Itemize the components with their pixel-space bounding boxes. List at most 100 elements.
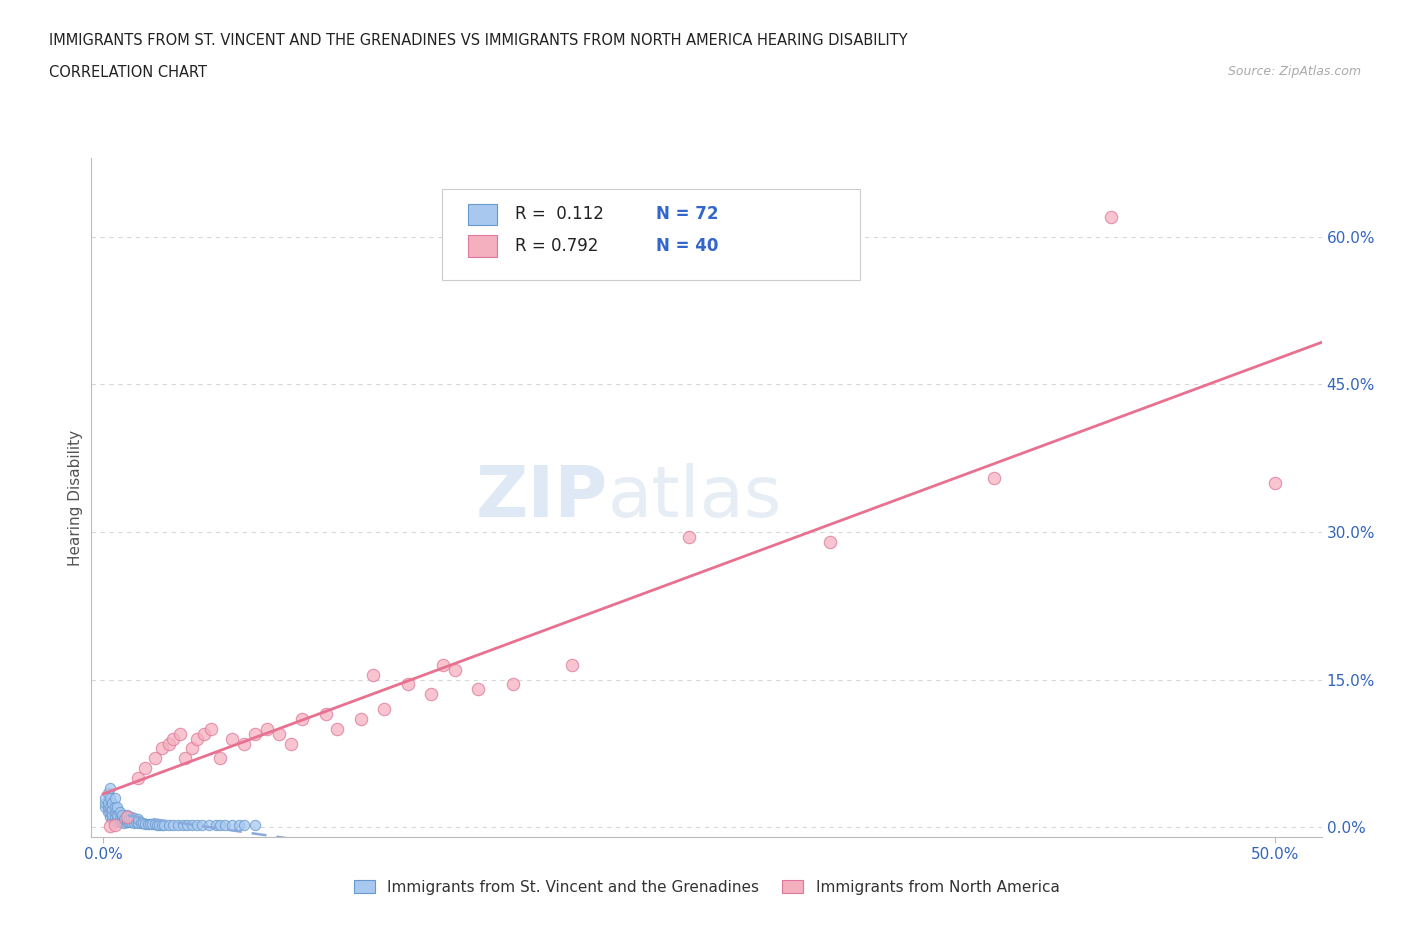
Point: [136, 817, 159, 831]
Text: IMMIGRANTS FROM ST. VINCENT AND THE GRENADINES VS IMMIGRANTS FROM NORTH AMERICA : IMMIGRANTS FROM ST. VINCENT AND THE GREN…: [49, 33, 908, 47]
Point: [174, 751, 197, 765]
Point: [98, 780, 121, 795]
Point: [157, 736, 180, 751]
Point: [134, 761, 156, 776]
Point: [280, 736, 302, 751]
Point: [101, 802, 124, 817]
Point: [104, 814, 127, 829]
Point: [193, 726, 215, 741]
Point: [104, 800, 127, 815]
FancyBboxPatch shape: [468, 235, 498, 258]
Point: [104, 790, 127, 805]
Point: [98, 805, 121, 820]
Point: [181, 817, 204, 832]
Point: [150, 741, 173, 756]
Point: [197, 817, 219, 832]
Point: [112, 812, 135, 827]
Point: [228, 817, 250, 832]
Point: [98, 800, 121, 815]
Point: [97, 805, 120, 820]
Point: [143, 817, 166, 831]
Point: [101, 812, 124, 827]
Point: [1099, 209, 1122, 224]
Point: [94, 790, 117, 805]
Text: R = 0.792: R = 0.792: [515, 237, 598, 256]
Point: [139, 817, 162, 831]
Point: [105, 808, 128, 823]
Point: [267, 726, 290, 741]
Point: [209, 817, 232, 832]
Point: [443, 662, 465, 677]
Point: [818, 535, 841, 550]
Point: [983, 471, 1005, 485]
Point: [221, 731, 243, 746]
Point: [350, 711, 373, 726]
Point: [420, 687, 443, 702]
Point: [129, 816, 152, 830]
Text: Source: ZipAtlas.com: Source: ZipAtlas.com: [1227, 65, 1361, 78]
Point: [97, 800, 120, 815]
Point: [396, 677, 419, 692]
Point: [209, 751, 232, 765]
Point: [105, 800, 128, 815]
Point: [104, 810, 127, 825]
Point: [200, 722, 222, 737]
Point: [176, 817, 198, 832]
Point: [561, 658, 583, 672]
Text: atlas: atlas: [607, 463, 783, 532]
Point: [111, 812, 134, 827]
Point: [118, 811, 141, 826]
Point: [122, 811, 145, 826]
Point: [115, 808, 138, 823]
Point: [125, 815, 148, 830]
Point: [98, 810, 121, 825]
FancyBboxPatch shape: [468, 204, 498, 225]
Text: CORRELATION CHART: CORRELATION CHART: [49, 65, 207, 80]
Point: [108, 812, 131, 827]
Point: [221, 817, 243, 832]
Point: [118, 815, 141, 830]
Point: [232, 736, 254, 751]
Point: [115, 812, 138, 827]
Text: N = 40: N = 40: [657, 237, 718, 256]
Point: [204, 817, 226, 832]
Y-axis label: Hearing Disability: Hearing Disability: [67, 430, 83, 565]
Point: [181, 741, 204, 756]
Point: [157, 817, 180, 832]
Point: [1264, 475, 1286, 490]
Point: [132, 816, 155, 830]
Point: [104, 817, 127, 832]
Point: [148, 817, 170, 832]
Point: [245, 817, 267, 832]
Point: [98, 790, 121, 805]
Point: [214, 817, 236, 832]
Point: [361, 667, 384, 682]
Point: [502, 677, 524, 692]
Point: [291, 711, 314, 726]
Point: [127, 816, 149, 830]
Point: [169, 726, 191, 741]
Point: [111, 815, 134, 830]
Point: [120, 810, 142, 825]
Point: [167, 817, 190, 832]
Point: [111, 808, 134, 823]
Point: [256, 722, 278, 737]
Point: [127, 771, 149, 786]
Point: [432, 658, 454, 672]
Point: [326, 722, 349, 737]
Point: [186, 731, 208, 746]
Point: [245, 726, 267, 741]
Point: [162, 817, 184, 832]
Point: [101, 808, 124, 823]
Point: [97, 785, 120, 800]
Legend: Immigrants from St. Vincent and the Grenadines, Immigrants from North America: Immigrants from St. Vincent and the Gren…: [347, 873, 1066, 900]
Point: [104, 805, 127, 820]
Point: [162, 731, 184, 746]
Point: [127, 812, 149, 827]
Point: [153, 817, 176, 832]
Point: [122, 816, 145, 830]
Point: [146, 817, 169, 832]
Point: [101, 795, 124, 810]
Point: [115, 810, 138, 825]
Point: [143, 751, 166, 765]
